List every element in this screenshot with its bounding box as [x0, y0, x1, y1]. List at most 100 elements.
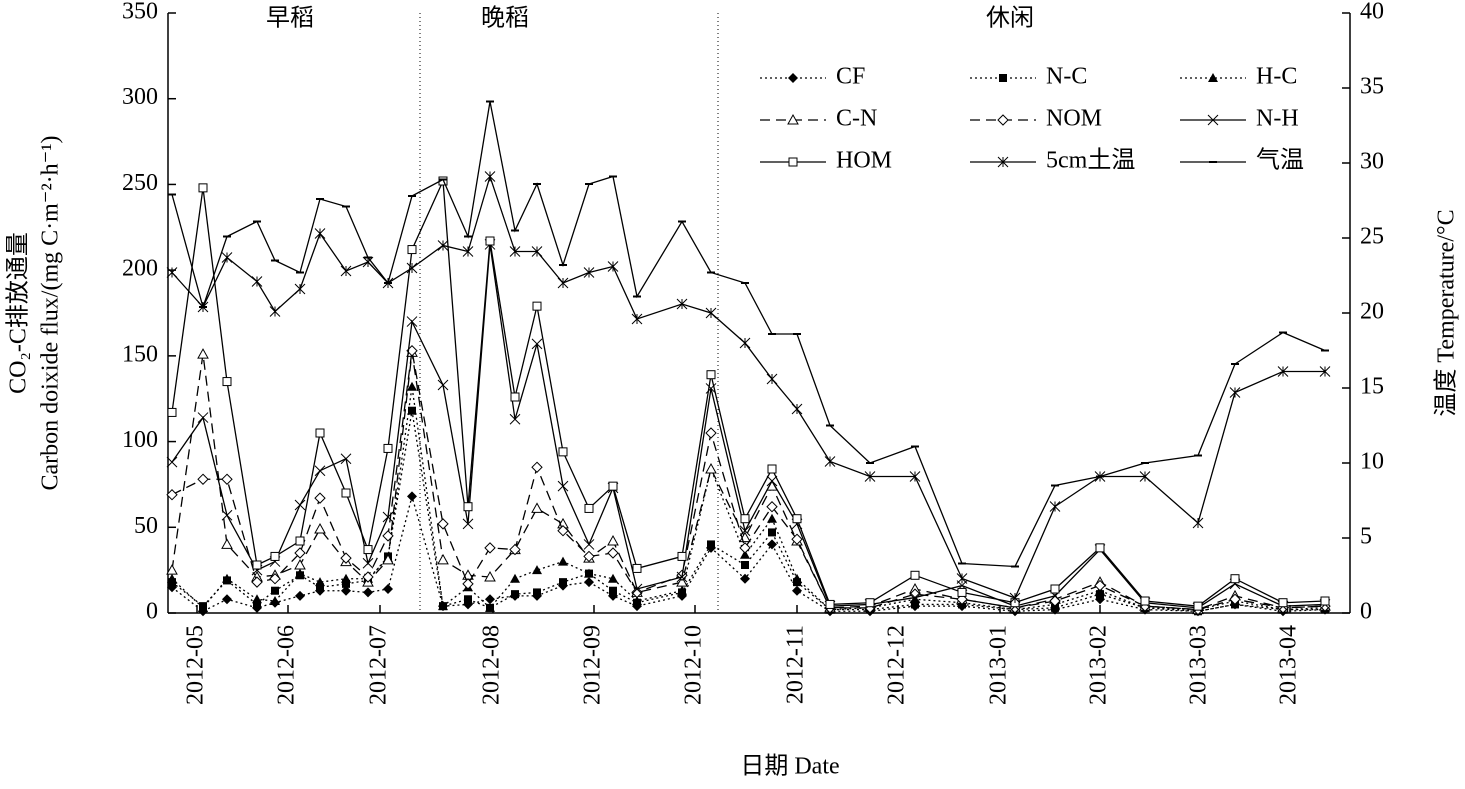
marker	[485, 594, 495, 605]
y2-tick-label: 40	[1360, 0, 1384, 25]
marker	[251, 576, 263, 588]
marker	[464, 595, 472, 604]
y2-axis-title: 温度 Temperature/°C	[1433, 209, 1460, 416]
marker	[1139, 471, 1151, 482]
x-tick-label: 2013-03	[1186, 625, 1212, 705]
marker	[408, 406, 416, 415]
x-tick-label: 2012-07	[366, 625, 392, 705]
marker	[767, 513, 777, 523]
marker	[407, 491, 417, 502]
marker	[252, 594, 262, 604]
marker	[1094, 579, 1106, 592]
marker	[911, 600, 919, 609]
marker	[791, 403, 803, 415]
marker	[705, 462, 717, 474]
marker	[383, 584, 393, 594]
marker	[739, 542, 751, 554]
marker	[824, 456, 836, 467]
y2-tick-label: 15	[1360, 374, 1384, 400]
marker	[766, 373, 778, 385]
marker	[631, 583, 643, 595]
marker	[510, 573, 520, 583]
marker	[269, 573, 281, 585]
marker	[909, 592, 921, 603]
marker	[1050, 584, 1060, 594]
marker	[222, 377, 232, 387]
annotation: 休闲	[986, 5, 1034, 32]
legend-marker	[999, 74, 1007, 82]
y-axis-title: CO₂-C排放通量	[5, 232, 32, 394]
marker	[676, 576, 688, 587]
marker	[792, 585, 802, 596]
marker	[407, 381, 417, 391]
marker	[1095, 543, 1105, 553]
marker	[583, 550, 595, 563]
marker	[198, 183, 208, 193]
marker	[1319, 366, 1331, 377]
marker	[766, 475, 778, 487]
marker	[558, 556, 568, 566]
marker	[741, 561, 749, 569]
marker	[509, 246, 521, 257]
marker	[463, 502, 473, 512]
x-tick-label: 2013-02	[1086, 625, 1112, 705]
legend-marker	[1208, 73, 1218, 82]
marker	[340, 265, 352, 277]
marker	[1193, 601, 1203, 611]
marker	[1320, 596, 1330, 606]
legend-label: CF	[836, 64, 865, 90]
marker	[251, 276, 263, 287]
marker	[532, 565, 542, 575]
marker	[437, 240, 449, 251]
marker	[909, 588, 921, 600]
marker	[221, 473, 233, 485]
marker	[166, 456, 178, 468]
marker	[557, 480, 569, 492]
marker	[166, 564, 178, 575]
marker	[510, 392, 520, 402]
marker	[584, 577, 594, 588]
marker	[511, 590, 519, 599]
marker	[221, 509, 233, 521]
marker	[607, 547, 619, 559]
y2-tick-label: 10	[1360, 449, 1384, 475]
marker	[531, 338, 543, 350]
legend-label: H-C	[1256, 64, 1297, 90]
marker	[707, 540, 715, 549]
marker	[1277, 366, 1289, 377]
marker	[314, 492, 326, 504]
marker	[957, 587, 967, 597]
marker	[956, 573, 968, 584]
legend-label: HOM	[836, 148, 892, 174]
legend-marker	[788, 157, 798, 167]
marker	[315, 428, 325, 438]
x-tick-label: 2012-06	[274, 625, 300, 705]
marker	[864, 471, 876, 482]
marker	[221, 538, 233, 549]
marker	[705, 427, 717, 439]
marker	[1009, 592, 1021, 604]
y2-tick-label: 25	[1360, 224, 1384, 250]
marker	[407, 245, 417, 255]
marker	[533, 588, 541, 597]
marker	[607, 261, 619, 272]
x-tick-label: 2012-05	[183, 625, 209, 705]
marker	[705, 307, 717, 319]
marker	[271, 586, 279, 595]
marker	[1192, 517, 1204, 529]
marker	[437, 553, 449, 565]
y-tick-label: 250	[122, 170, 158, 196]
marker	[706, 370, 716, 380]
marker	[1140, 596, 1150, 606]
annotation: 早稻	[266, 5, 314, 32]
marker	[294, 547, 306, 559]
marker	[197, 473, 209, 485]
marker	[485, 602, 495, 612]
marker	[557, 525, 569, 537]
marker	[406, 316, 418, 327]
marker	[865, 598, 875, 608]
marker	[676, 298, 688, 310]
marker	[294, 499, 306, 511]
marker	[363, 587, 373, 598]
marker	[584, 568, 594, 578]
